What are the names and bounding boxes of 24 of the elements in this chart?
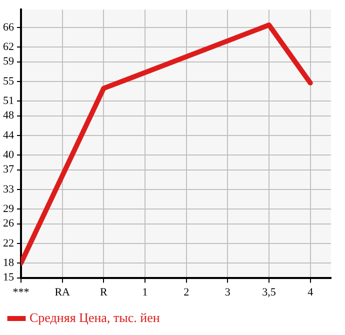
y-tick-label: 59 [3, 56, 14, 68]
y-tick-label: 33 [3, 183, 14, 196]
legend-label: Средняя Цена, тыс. йен [30, 310, 160, 325]
x-tick-label: 3,5 [262, 286, 276, 298]
x-tick-label: 2 [184, 286, 190, 298]
x-tick-label: RA [54, 286, 70, 298]
y-tick-label: 62 [3, 40, 14, 53]
y-tick-label: 44 [3, 129, 14, 142]
x-tick-label: 3 [224, 286, 231, 298]
y-tick-label: 18 [3, 256, 14, 269]
y-tick-label: 15 [3, 272, 14, 284]
y-tick-label: 66 [3, 21, 14, 34]
y-tick-label: 29 [3, 202, 14, 215]
y-tick-label: 22 [3, 237, 14, 250]
x-tick-label: 1 [142, 286, 148, 298]
y-tick-label: 48 [3, 110, 14, 122]
y-tick-label: 26 [3, 218, 14, 230]
x-tick-label: *** [12, 286, 30, 298]
y-tick-label: 37 [3, 164, 14, 176]
y-tick-label: 51 [3, 94, 14, 107]
x-tick-label: 4 [308, 286, 314, 298]
x-tick-label: R [100, 286, 108, 298]
y-tick-label: 55 [3, 75, 14, 88]
y-tick-label: 40 [3, 148, 14, 161]
